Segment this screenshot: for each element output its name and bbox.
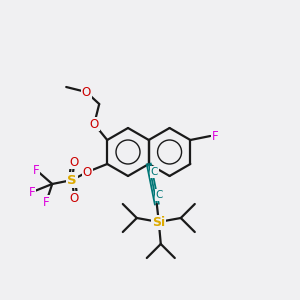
Text: O: O	[82, 166, 92, 178]
Text: C: C	[151, 167, 158, 177]
Text: O: O	[70, 191, 79, 205]
Text: F: F	[43, 196, 50, 208]
Text: F: F	[29, 185, 35, 199]
Text: O: O	[70, 155, 79, 169]
Text: F: F	[33, 164, 40, 176]
Text: Si: Si	[152, 215, 165, 229]
Text: F: F	[212, 130, 219, 142]
Text: O: O	[90, 118, 99, 130]
Text: S: S	[68, 173, 77, 187]
Text: O: O	[82, 85, 91, 98]
Text: C: C	[156, 190, 163, 200]
